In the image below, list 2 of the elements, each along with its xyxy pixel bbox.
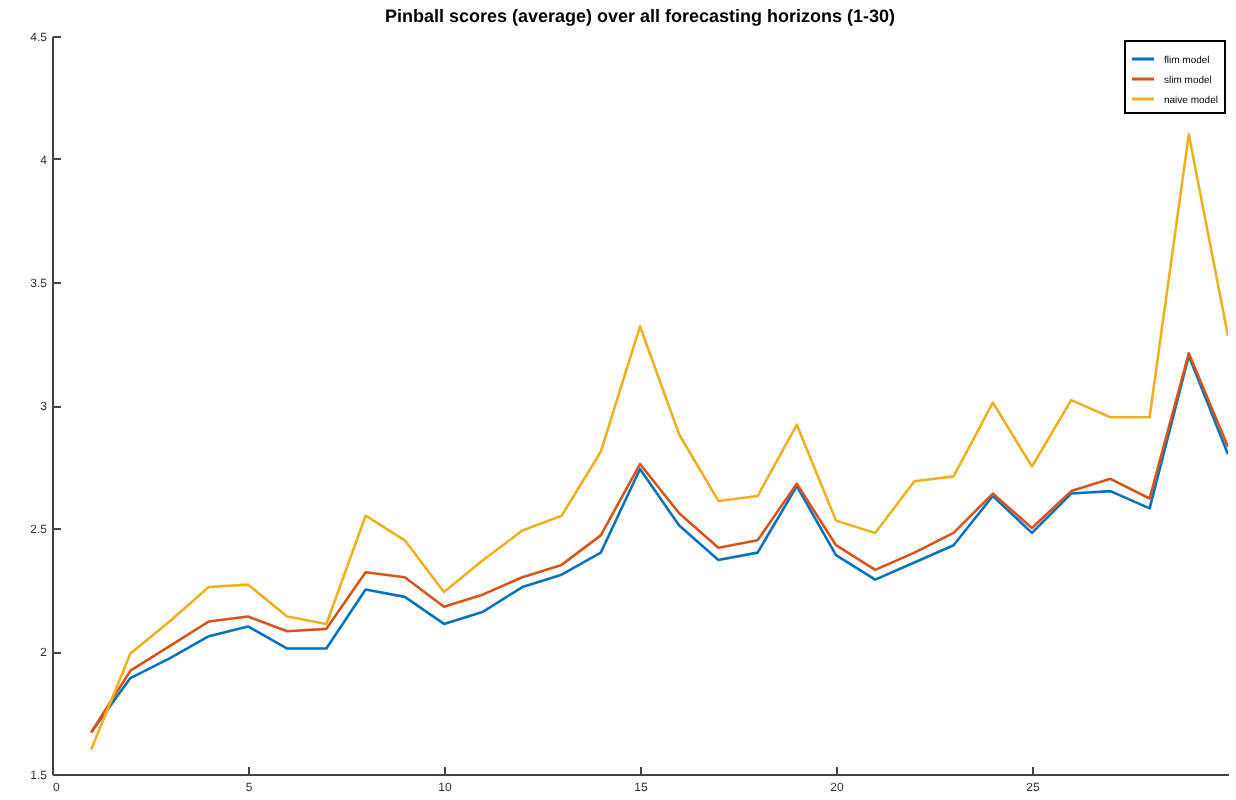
chart-title: Pinball scores (average) over all forecasting horizons (1-30) (384, 6, 896, 26)
line-series (89, 133, 1228, 751)
